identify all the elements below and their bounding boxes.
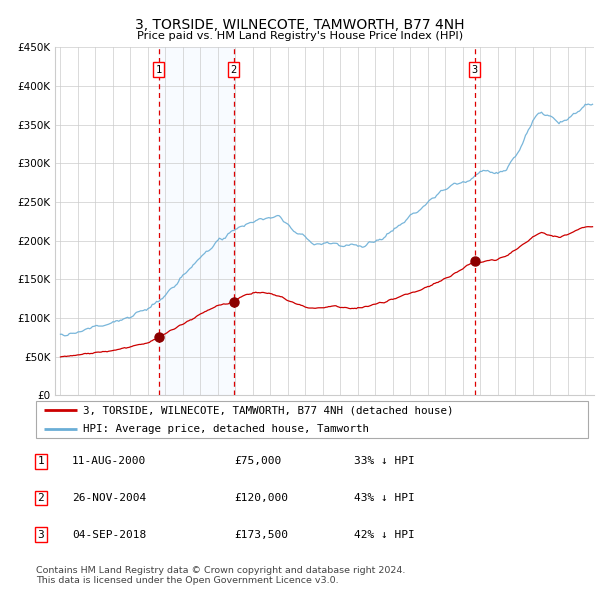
Text: 33% ↓ HPI: 33% ↓ HPI [354,457,415,466]
Text: 2: 2 [230,65,237,75]
Text: 1: 1 [37,457,44,466]
Text: £75,000: £75,000 [234,457,281,466]
Text: HPI: Average price, detached house, Tamworth: HPI: Average price, detached house, Tamw… [83,424,369,434]
Text: 3: 3 [37,530,44,539]
Text: 26-NOV-2004: 26-NOV-2004 [72,493,146,503]
FancyBboxPatch shape [36,401,588,438]
Text: Price paid vs. HM Land Registry's House Price Index (HPI): Price paid vs. HM Land Registry's House … [137,31,463,41]
Text: 3: 3 [472,65,478,75]
Text: 43% ↓ HPI: 43% ↓ HPI [354,493,415,503]
Text: Contains HM Land Registry data © Crown copyright and database right 2024.
This d: Contains HM Land Registry data © Crown c… [36,566,406,585]
Text: £173,500: £173,500 [234,530,288,539]
Text: 42% ↓ HPI: 42% ↓ HPI [354,530,415,539]
Text: £120,000: £120,000 [234,493,288,503]
Text: 1: 1 [155,65,162,75]
Text: 11-AUG-2000: 11-AUG-2000 [72,457,146,466]
Bar [158,47,233,395]
Text: 2: 2 [37,493,44,503]
Text: 04-SEP-2018: 04-SEP-2018 [72,530,146,539]
Text: 3, TORSIDE, WILNECOTE, TAMWORTH, B77 4NH (detached house): 3, TORSIDE, WILNECOTE, TAMWORTH, B77 4NH… [83,405,454,415]
Text: 3, TORSIDE, WILNECOTE, TAMWORTH, B77 4NH: 3, TORSIDE, WILNECOTE, TAMWORTH, B77 4NH [135,18,465,32]
